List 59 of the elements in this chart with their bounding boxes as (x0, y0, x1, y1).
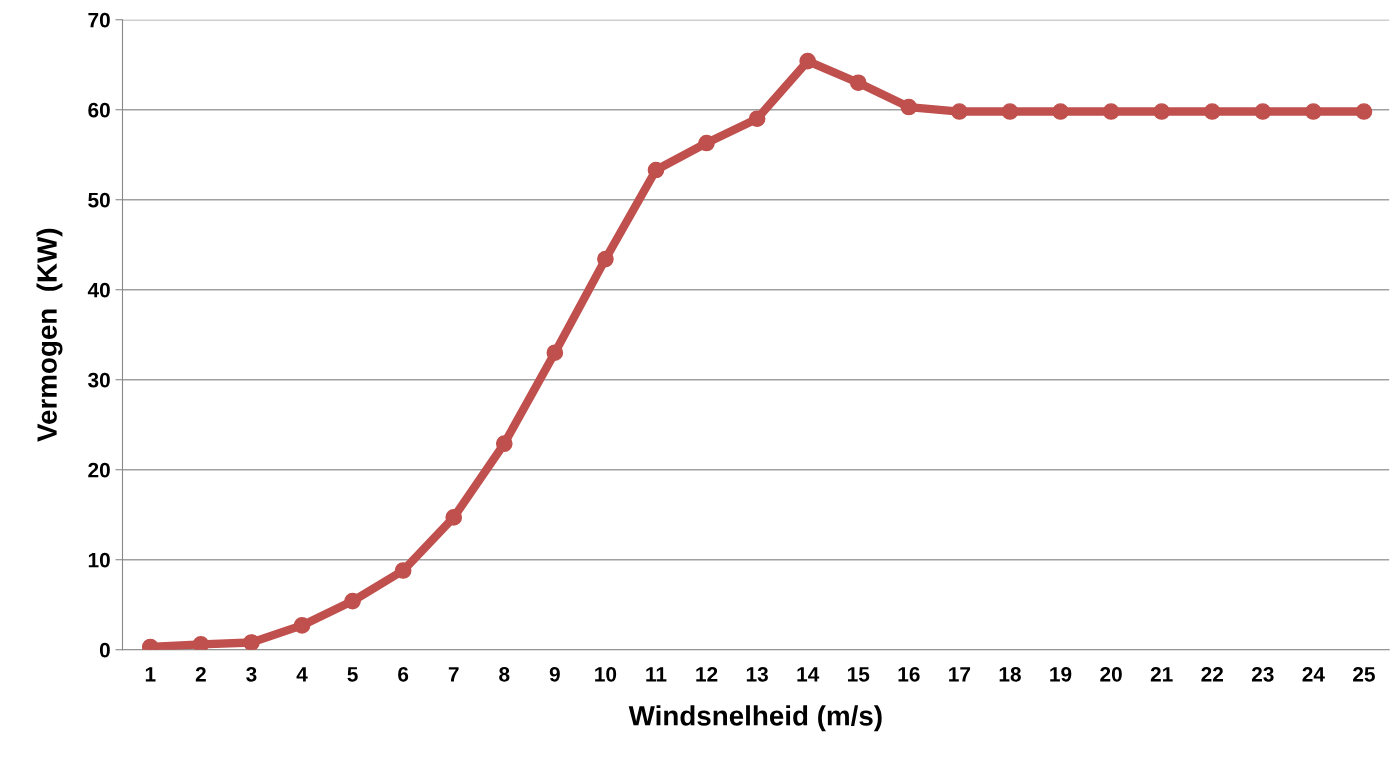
point (344, 592, 361, 610)
x-tick-label: 13 (746, 666, 768, 682)
x-axis-title: Windsnelheid (m/s) (628, 705, 882, 732)
point (748, 110, 766, 128)
y-tick-label: 10 (88, 552, 110, 568)
point (1355, 103, 1373, 120)
y-tick-label: 50 (88, 192, 110, 208)
x-tick-label: 10 (595, 666, 617, 682)
point (597, 250, 614, 268)
x-tick-label: 16 (898, 666, 920, 682)
x-tick-label: 4 (296, 667, 308, 682)
x-tick-label: 1 (145, 667, 156, 682)
x-tick-label: 25 (1353, 666, 1375, 682)
x-tick-label: 17 (949, 667, 971, 682)
point (900, 98, 918, 116)
x-tick-label: 18 (999, 666, 1021, 682)
y-tick-label: 30 (88, 372, 110, 388)
y-tick-label: 40 (87, 282, 110, 298)
x-tick-label: 20 (1100, 666, 1122, 682)
point (1305, 103, 1322, 120)
point (445, 509, 463, 526)
y-tick-label: 60 (88, 102, 110, 118)
point (1254, 103, 1272, 120)
y-tick-label: 20 (88, 462, 110, 478)
x-tick-label: 24 (1302, 666, 1325, 682)
point (546, 344, 564, 362)
y-tick-label: 0 (99, 642, 110, 658)
point (1153, 103, 1170, 120)
x-tick-label: 12 (696, 666, 718, 682)
x-tick-label: 19 (1050, 666, 1072, 682)
x-tick-label: 3 (246, 666, 257, 682)
x-tick-label: 5 (347, 667, 358, 682)
point (799, 52, 817, 70)
point (243, 634, 260, 650)
point (1052, 103, 1069, 120)
point (1001, 103, 1019, 120)
point (495, 435, 513, 452)
x-tick-label: 21 (1150, 666, 1173, 682)
x-tick-label: 15 (847, 667, 870, 682)
point (394, 562, 412, 579)
point (1102, 103, 1120, 120)
point (647, 161, 665, 179)
x-tick-label: 23 (1251, 666, 1274, 682)
x-tick-label: 7 (448, 667, 459, 682)
point (951, 103, 968, 120)
x-tick-label: 9 (549, 666, 560, 682)
point (293, 617, 311, 634)
y-axis-title: Vermogen (KW) (36, 228, 63, 442)
point (849, 74, 867, 92)
x-tick-label: 14 (797, 667, 820, 682)
point (192, 635, 210, 650)
x-tick-label: 22 (1201, 666, 1223, 682)
x-tick-label: 2 (195, 666, 206, 682)
x-tick-label: 11 (646, 667, 667, 682)
x-tick-label: 6 (398, 666, 409, 682)
point (698, 134, 715, 152)
y-tick-label: 70 (88, 12, 110, 28)
x-tick-label: 8 (499, 666, 510, 682)
point (1203, 103, 1221, 120)
